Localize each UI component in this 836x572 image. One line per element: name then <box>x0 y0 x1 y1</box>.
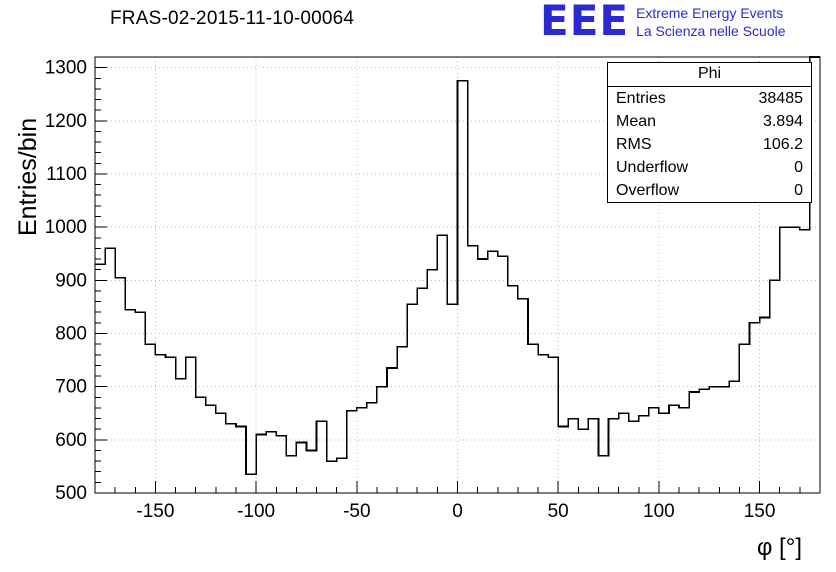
histogram-line <box>95 56 820 476</box>
y-tick-label: 500 <box>55 483 87 504</box>
stats-value: 0 <box>794 158 803 176</box>
x-tick-label: -150 <box>136 501 174 522</box>
x-tick-label: 50 <box>548 501 569 522</box>
eee-logo-line1: Extreme Energy Events <box>636 5 784 21</box>
stats-box: Phi Entries 38485 Mean 3.894 RMS 106.2 U… <box>607 62 812 203</box>
y-tick-label: 1300 <box>45 58 87 79</box>
y-tick-label: 600 <box>55 430 87 451</box>
stats-row-underflow: Underflow 0 <box>608 156 811 179</box>
plot-frame <box>94 56 821 494</box>
stats-value: 0 <box>794 181 803 199</box>
stats-row-rms: RMS 106.2 <box>608 133 811 156</box>
stats-label: RMS <box>616 135 652 153</box>
stats-title: Phi <box>608 63 811 87</box>
stats-label: Overflow <box>616 181 680 199</box>
x-tick-label: 150 <box>744 501 776 522</box>
y-tick-label: 900 <box>55 270 87 291</box>
stats-value: 3.894 <box>762 112 803 130</box>
eee-logo-text: EEE <box>540 0 630 45</box>
eee-logo-tagline: Extreme Energy Events La Scienza nelle S… <box>636 0 785 40</box>
y-tick-label: 700 <box>55 377 87 398</box>
stats-label: Mean <box>616 112 657 130</box>
x-tick-label: 100 <box>643 501 675 522</box>
stats-label: Entries <box>616 89 666 107</box>
stats-row-overflow: Overflow 0 <box>608 179 811 202</box>
eee-logo: EEE Extreme Energy Events La Scienza nel… <box>540 0 786 42</box>
x-tick-label: -50 <box>343 501 370 522</box>
y-tick-label: 1100 <box>46 164 87 185</box>
stats-row-entries: Entries 38485 <box>608 87 811 110</box>
eee-logo-line2: La Scienza nelle Scuole <box>636 23 786 39</box>
y-axis-label: Entries/bin <box>14 117 42 236</box>
y-tick-label: 800 <box>55 323 87 344</box>
plot-title: FRAS-02-2015-11-10-00064 <box>110 8 355 29</box>
x-axis-label: φ [°] <box>756 534 802 561</box>
y-tick-label: 1200 <box>45 111 87 132</box>
x-tick-label: 0 <box>452 501 463 522</box>
stats-label: Underflow <box>616 158 689 176</box>
x-tick-label: -100 <box>237 501 275 522</box>
stats-value: 38485 <box>758 89 804 107</box>
stats-row-mean: Mean 3.894 <box>608 110 811 133</box>
stats-value: 106.2 <box>762 135 803 153</box>
y-tick-label: 1000 <box>45 217 87 238</box>
